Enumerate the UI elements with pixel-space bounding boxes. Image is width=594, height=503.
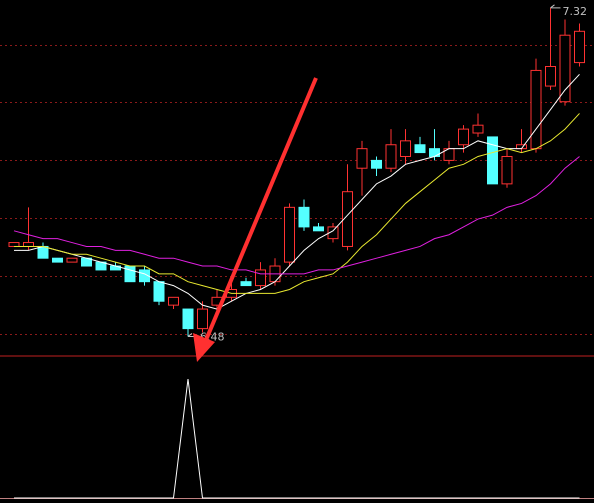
candle-body xyxy=(371,159,382,169)
indicator-line xyxy=(14,378,580,499)
moving-average xyxy=(14,73,580,310)
moving-average xyxy=(13,156,580,275)
candle-body xyxy=(472,124,484,134)
candle-body xyxy=(66,257,78,263)
candle-body xyxy=(530,69,542,150)
candle-body xyxy=(182,308,194,330)
candle-body xyxy=(458,128,469,146)
candle-body xyxy=(139,269,150,283)
candle-body xyxy=(327,226,339,240)
candle-body xyxy=(168,296,179,306)
candle-body xyxy=(501,155,513,185)
candle-body xyxy=(255,269,266,287)
candle-body xyxy=(240,281,252,287)
candle-body xyxy=(298,206,310,228)
candle-body xyxy=(356,148,368,169)
candle-body xyxy=(23,242,34,247)
candle-body xyxy=(52,257,63,263)
candle-body xyxy=(313,226,324,232)
candle-body xyxy=(342,191,353,247)
candle-body xyxy=(197,308,208,330)
marker-arrow xyxy=(550,4,561,9)
candle-body xyxy=(545,66,556,87)
red-arrowhead xyxy=(193,333,215,362)
candle-body xyxy=(385,144,397,169)
max-label: 7.32 xyxy=(563,5,588,18)
candle-body xyxy=(284,206,295,263)
red-arrow xyxy=(204,77,318,341)
candle-body xyxy=(124,265,136,283)
moving-average xyxy=(14,113,580,294)
candle-body xyxy=(8,242,20,247)
candle-body xyxy=(574,30,585,64)
candle-body xyxy=(400,140,411,157)
candle-body xyxy=(153,281,165,302)
candle-body xyxy=(37,245,49,259)
candle-body xyxy=(429,148,440,157)
candle-body xyxy=(414,144,426,154)
candle-body xyxy=(487,136,498,185)
candle-body xyxy=(559,34,571,103)
